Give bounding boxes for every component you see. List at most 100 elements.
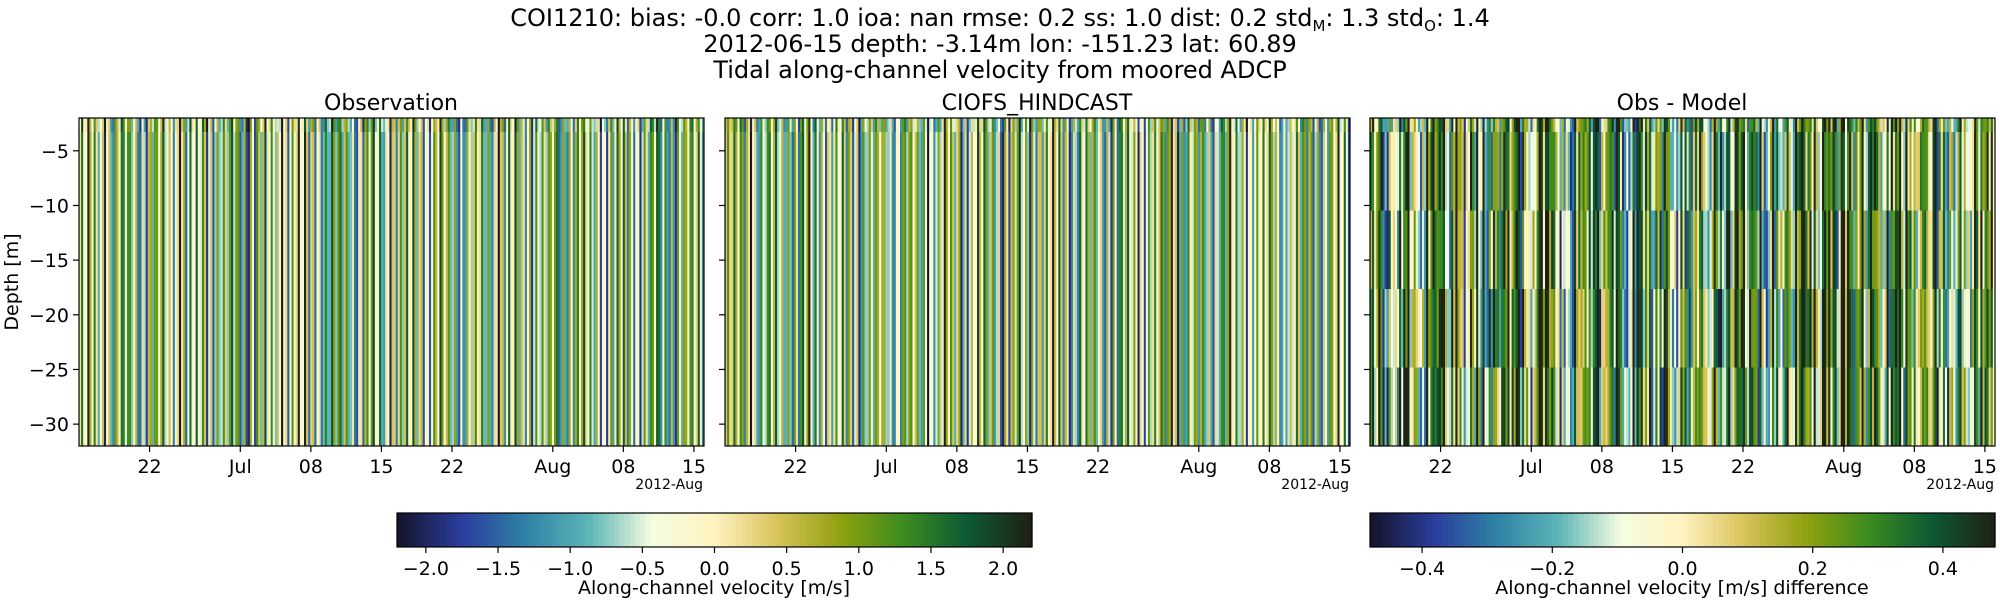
heatmap-cell — [1225, 132, 1228, 446]
heatmap-cell — [1490, 367, 1494, 446]
heatmap-cell — [595, 132, 599, 446]
heatmap-cell — [201, 118, 205, 132]
heatmap-column — [1867, 118, 1871, 446]
heatmap-cell — [1826, 367, 1829, 446]
heatmap-cell — [1915, 367, 1919, 446]
heatmap-cell — [993, 118, 997, 132]
heatmap-cell — [483, 132, 486, 446]
heatmap-cell — [185, 118, 188, 132]
heatmap-cell — [1742, 132, 1746, 211]
colorbar-swatch — [587, 513, 594, 547]
heatmap-cell — [760, 132, 764, 446]
heatmap-cell — [87, 118, 91, 132]
heatmap-cell — [1713, 289, 1717, 368]
heatmap-cell — [1855, 132, 1859, 211]
heatmap-cell — [850, 118, 853, 132]
colorbar-swatch — [1698, 513, 1704, 547]
heatmap-cell — [968, 132, 972, 446]
heatmap-cell — [464, 132, 468, 446]
heatmap-cell — [960, 118, 964, 132]
heatmap-cell — [1776, 289, 1779, 368]
heatmap-column — [1551, 118, 1554, 446]
heatmap-cell — [1043, 118, 1047, 132]
heatmap-cell — [908, 118, 912, 132]
heatmap-column — [783, 118, 787, 446]
heatmap-cell — [1626, 210, 1629, 290]
heatmap-column — [262, 118, 266, 446]
heatmap-cell — [1509, 132, 1513, 211]
heatmap-column — [1064, 118, 1068, 446]
heatmap-cell — [479, 118, 482, 132]
colorbar-swatch — [1625, 513, 1632, 547]
heatmap-cell — [1924, 132, 1927, 211]
heatmap-column — [1235, 118, 1239, 446]
colorbar-swatch — [1583, 513, 1590, 547]
heatmap-column — [1509, 118, 1513, 446]
heatmap-cell — [1401, 367, 1404, 446]
colorbar-swatch — [518, 513, 525, 547]
heatmap-column — [1965, 118, 1969, 446]
heatmap-cell — [1651, 118, 1654, 132]
heatmap-cell — [1129, 132, 1132, 446]
heatmap-cell — [1595, 118, 1598, 132]
heatmap-cell — [1747, 289, 1750, 368]
heatmap-cell — [1141, 118, 1145, 132]
heatmap-cell — [408, 132, 411, 446]
heatmap-column — [589, 118, 593, 446]
heatmap-column — [1624, 118, 1627, 446]
heatmap-cell — [837, 132, 841, 446]
heatmap-column — [479, 118, 482, 446]
heatmap-cell — [1724, 132, 1727, 211]
heatmap-column — [1872, 118, 1875, 446]
heatmap-cell — [847, 118, 851, 132]
heatmap-cell — [1497, 367, 1500, 446]
heatmap-cell — [349, 118, 353, 132]
heatmap-cell — [1774, 289, 1777, 368]
heatmap-cell — [818, 132, 822, 446]
heatmap-cell — [1177, 132, 1180, 446]
heatmap-column — [485, 118, 488, 446]
heatmap-cell — [1915, 210, 1919, 290]
heatmap-cell — [1486, 210, 1490, 290]
heatmap-cell — [1842, 210, 1846, 290]
heatmap-cell — [1817, 210, 1821, 290]
heatmap-cell — [287, 132, 291, 446]
heatmap-cell — [341, 118, 345, 132]
heatmap-cell — [981, 118, 984, 132]
heatmap-cell — [1260, 132, 1264, 446]
colorbar-swatch — [1713, 513, 1720, 547]
heatmap-cell — [1018, 132, 1022, 446]
heatmap-cell — [1730, 118, 1734, 132]
heatmap-column — [879, 118, 882, 446]
heatmap-cell — [1945, 289, 1948, 368]
heatmap-cell — [1480, 132, 1484, 211]
heatmap-cell — [1722, 289, 1725, 368]
heatmap-cell — [562, 132, 566, 446]
heatmap-cell — [1726, 367, 1729, 446]
heatmap-column — [79, 118, 82, 446]
heatmap-cell — [1988, 132, 1992, 211]
heatmap-cell — [347, 132, 351, 446]
heatmap-cell — [1045, 132, 1049, 446]
heatmap-cell — [1642, 118, 1646, 132]
heatmap-cell — [1726, 210, 1729, 290]
heatmap-cell — [156, 118, 159, 132]
heatmap-column — [1928, 118, 1932, 446]
heatmap-cell — [1930, 289, 1934, 368]
heatmap-column — [1576, 118, 1579, 446]
heatmap-cell — [397, 132, 401, 446]
heatmap-column — [1703, 118, 1707, 446]
heatmap-cell — [241, 118, 245, 132]
heatmap-cell — [1432, 132, 1436, 211]
heatmap-cell — [147, 132, 151, 446]
colorbar-swatch — [566, 513, 573, 547]
heatmap-column — [1595, 118, 1598, 446]
heatmap-cell — [1170, 118, 1174, 132]
heatmap-cell — [1403, 210, 1407, 290]
colorbar-swatch — [428, 513, 435, 547]
heatmap-column — [929, 118, 932, 446]
heatmap-cell — [1426, 367, 1429, 446]
heatmap-cell — [251, 118, 255, 132]
heatmap-cell — [679, 132, 682, 446]
heatmap-cell — [1913, 210, 1917, 290]
